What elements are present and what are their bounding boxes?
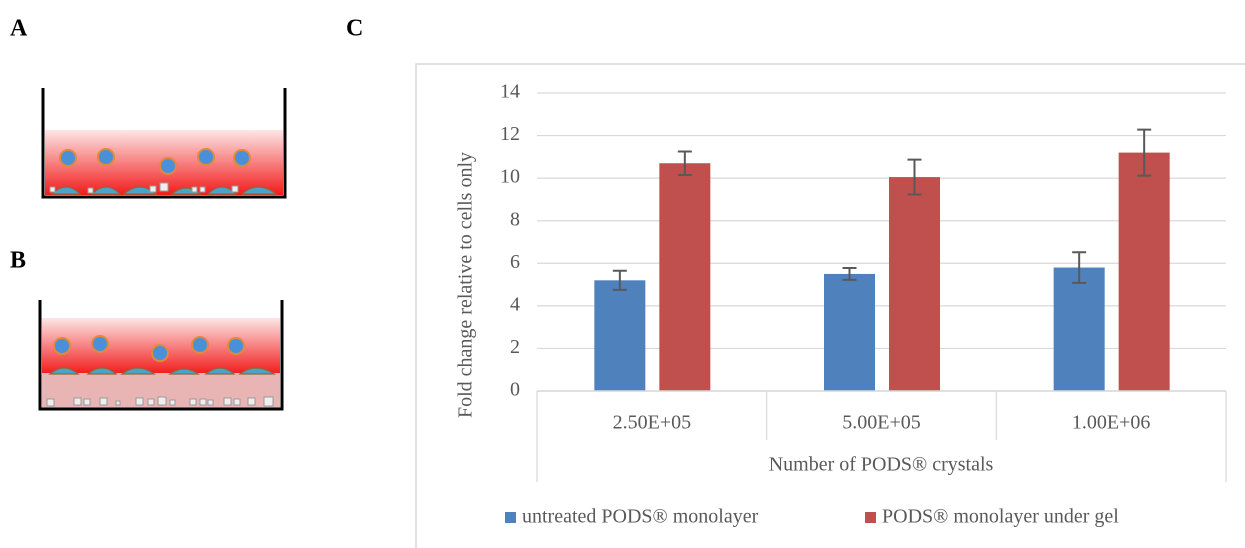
y-tick-label: 8 [510,208,520,230]
error-bar [1137,128,1152,177]
y-tick-label: 2 [510,336,520,358]
bar [824,273,875,391]
legend-swatch [865,512,876,523]
bar [1118,152,1170,391]
error-bar [842,266,857,281]
well-diagram-a [41,88,287,199]
y-tick-label: 6 [510,251,520,273]
bar [1053,267,1105,391]
y-tick-label: 12 [500,123,520,145]
well-diagram-b [38,300,284,411]
error-bar [1072,251,1087,284]
error-bar [612,269,627,291]
y-tick-label: 10 [500,166,520,188]
legend-swatch [505,512,516,523]
y-tick-label: 4 [510,293,520,315]
x-tick-label: 1.00E+06 [1072,412,1151,434]
plot: 0 2 4 6 8 10 12 14 2.50E+05 5.00E+05 1.00E+06 untre… [500,81,1227,528]
legend-label: untreated PODS® monolayer [522,506,759,528]
panel-label: A [10,16,28,42]
panel-label: C [346,16,363,42]
chart-frame [415,63,1245,548]
panel-label: B [10,248,26,274]
error-bar [907,158,922,196]
bar [659,163,711,391]
y-axis-title: Fold change relative to cells only [455,152,477,418]
x-axis-title: Number of PODS® crystals [769,454,994,476]
y-tick-label: 14 [500,81,520,103]
x-tick-label: 2.50E+05 [613,412,692,434]
x-tick-label: 5.00E+05 [842,412,921,434]
legend-label: PODS® monolayer under gel [882,506,1119,528]
y-tick-label: 0 [510,379,520,401]
bar [889,177,940,391]
error-bar [677,150,692,176]
bar [594,280,646,391]
